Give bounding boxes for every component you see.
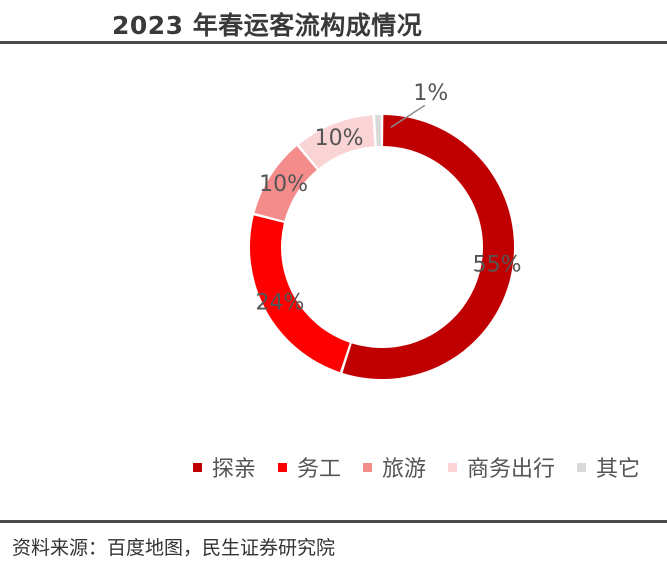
data-label: 1% (413, 81, 448, 106)
legend-item: 探亲 (192, 451, 256, 483)
top-divider (0, 41, 667, 44)
legend-item: 务工 (277, 451, 341, 483)
bottom-divider (0, 520, 667, 523)
data-labels: 55% 24% 10% 10% 1% (255, 81, 521, 316)
data-label: 24% (255, 291, 304, 316)
donut-slice (249, 215, 350, 373)
legend-swatch-icon (576, 462, 586, 472)
donut-slice (254, 146, 317, 221)
data-label: 10% (315, 126, 364, 151)
chart-title: 2023 年春运客流构成情况 (112, 11, 423, 40)
data-label: 55% (473, 253, 522, 278)
legend-swatch-icon (447, 462, 457, 472)
donut-slice (375, 115, 381, 147)
legend-label: 其它 (595, 457, 640, 482)
legend: 探亲 务工 旅游 商务出行 其它 (0, 451, 640, 483)
legend-swatch-icon (362, 462, 372, 472)
data-label: 10% (259, 172, 308, 197)
donut-slice (342, 115, 514, 379)
donut-slices (249, 115, 514, 379)
legend-swatch-icon (192, 462, 202, 472)
legend-label: 旅游 (381, 457, 426, 482)
legend-item: 旅游 (362, 451, 426, 483)
source-note: 资料来源：百度地图，民生证券研究院 (12, 537, 336, 559)
donut-chart: 55% 24% 10% 10% 1% (249, 81, 522, 379)
legend-label: 探亲 (211, 457, 256, 482)
legend-item: 商务出行 (447, 451, 555, 483)
legend-item: 其它 (576, 451, 640, 483)
legend-label: 商务出行 (466, 457, 555, 482)
donut-slice (298, 115, 375, 169)
leader-lines (390, 104, 426, 128)
legend-label: 务工 (296, 457, 341, 482)
legend-swatch-icon (277, 462, 287, 472)
leader-line (390, 104, 426, 128)
